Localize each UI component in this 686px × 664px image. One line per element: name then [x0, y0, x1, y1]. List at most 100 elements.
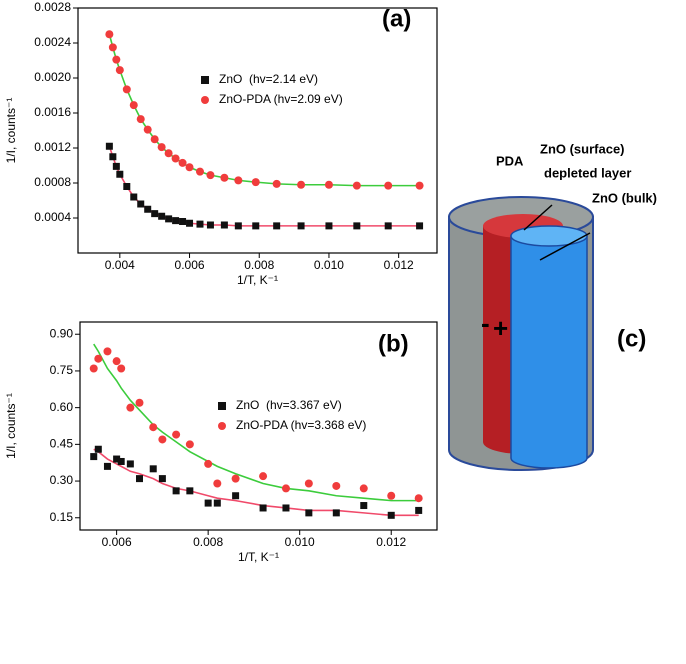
- point: [89, 364, 98, 373]
- point: [234, 222, 242, 230]
- point: [353, 222, 361, 230]
- x-tick-label: 0.006: [102, 535, 132, 549]
- point: [252, 222, 260, 230]
- point: [178, 158, 187, 167]
- point: [251, 178, 260, 187]
- point: [115, 66, 124, 75]
- point: [105, 142, 113, 150]
- legend-symbol: [218, 402, 226, 410]
- point: [305, 509, 313, 517]
- y-tick-label: 0.0024: [34, 35, 71, 49]
- point: [297, 222, 305, 230]
- y-axis-label: 1/I, counts⁻¹: [4, 393, 18, 459]
- y-tick-label: 0.75: [50, 363, 74, 377]
- point: [149, 423, 158, 432]
- point: [126, 403, 135, 412]
- point: [206, 221, 214, 229]
- point: [144, 205, 152, 213]
- bulk-core: [510, 235, 588, 469]
- point: [213, 499, 221, 507]
- point: [297, 180, 306, 189]
- point: [324, 180, 333, 189]
- point: [273, 222, 281, 230]
- point: [94, 445, 102, 453]
- point: [186, 487, 194, 495]
- point: [414, 494, 423, 503]
- legend-label: ZnO (hv=3.367 eV): [236, 398, 342, 412]
- x-tick-label: 0.008: [193, 535, 223, 549]
- point: [206, 171, 215, 180]
- point: [332, 481, 341, 490]
- charge-plus: +: [493, 313, 508, 343]
- fit-line: [108, 34, 420, 187]
- point: [185, 163, 194, 172]
- legend-label: ZnO-PDA (hv=3.368 eV): [236, 418, 366, 432]
- diagram-label: depleted layer: [544, 165, 631, 180]
- point: [105, 30, 114, 39]
- y-tick-label: 0.0012: [34, 140, 71, 154]
- point: [135, 398, 144, 407]
- point: [259, 504, 267, 512]
- point: [172, 217, 180, 225]
- point: [384, 222, 392, 230]
- fit-line: [93, 448, 419, 517]
- x-axis-label: 1/T, K⁻¹: [238, 550, 279, 564]
- point: [416, 222, 424, 230]
- point: [150, 135, 159, 144]
- point: [359, 484, 368, 493]
- point: [143, 125, 152, 134]
- point: [123, 183, 131, 190]
- y-tick-label: 0.15: [50, 510, 74, 524]
- point: [415, 181, 424, 190]
- point: [126, 460, 134, 468]
- point: [103, 462, 111, 470]
- fit-line: [93, 343, 419, 502]
- x-tick-label: 0.012: [376, 535, 406, 549]
- point: [281, 484, 290, 493]
- point: [232, 492, 240, 500]
- point: [117, 364, 126, 373]
- point: [116, 170, 124, 178]
- point: [387, 511, 395, 519]
- y-axis-label: 1/I, counts⁻¹: [4, 98, 18, 164]
- point: [109, 153, 117, 161]
- point: [185, 440, 194, 449]
- point: [113, 455, 121, 463]
- point: [130, 193, 138, 201]
- point: [171, 154, 180, 163]
- legend-label: ZnO-PDA (hv=2.09 eV): [219, 92, 343, 106]
- plot-frame: [77, 7, 438, 254]
- diagram-label: PDA: [496, 153, 524, 168]
- x-tick-label: 0.010: [314, 258, 344, 272]
- point: [220, 173, 229, 182]
- point: [272, 179, 281, 188]
- point: [325, 222, 333, 230]
- point: [220, 221, 228, 229]
- point: [112, 357, 121, 366]
- y-tick-label: 0.0020: [34, 70, 71, 84]
- point: [384, 181, 393, 190]
- point: [172, 430, 181, 439]
- x-tick-label: 0.008: [244, 258, 274, 272]
- point: [231, 474, 240, 483]
- point: [165, 215, 173, 223]
- point: [117, 457, 125, 465]
- point: [186, 219, 194, 227]
- point: [103, 347, 112, 356]
- point: [282, 504, 290, 512]
- point: [136, 475, 143, 483]
- point: [108, 43, 117, 52]
- point: [151, 210, 159, 218]
- point: [112, 55, 121, 64]
- y-tick-label: 0.90: [50, 326, 74, 340]
- y-tick-label: 0.30: [50, 473, 74, 487]
- point: [387, 491, 396, 500]
- panel-label: (a): [382, 5, 411, 32]
- x-tick-label: 0.004: [105, 258, 135, 272]
- point: [204, 459, 213, 468]
- diagram-label: ZnO (bulk): [592, 190, 657, 205]
- y-tick-label: 0.0028: [34, 0, 71, 14]
- y-tick-label: 0.0008: [34, 175, 71, 189]
- point: [149, 465, 157, 473]
